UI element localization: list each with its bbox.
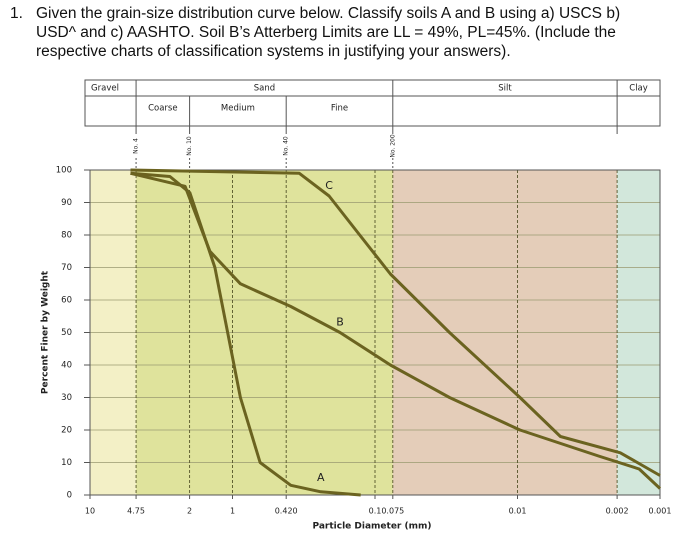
- x-tick-label: 1: [230, 507, 235, 516]
- y-tick-label: 0: [67, 491, 72, 501]
- zone-label: Silt: [498, 84, 512, 94]
- sieve-label: No. 40: [283, 136, 290, 156]
- y-tick-label: 10: [61, 458, 72, 468]
- question-line: respective charts of classification syst…: [36, 43, 511, 60]
- x-tick-label: 0.1: [369, 507, 382, 516]
- x-tick-label: 0.075: [381, 507, 404, 516]
- curve: [130, 171, 662, 490]
- question-line: USD^ and c) AASHTO. Soil B’s Atterberg L…: [36, 24, 616, 41]
- question: 1. Given the grain-size distribution cur…: [10, 4, 690, 61]
- sieve-label: No. 4: [133, 138, 140, 154]
- header-box: [84, 79, 661, 127]
- y-axis-label: Percent Finer by Weight: [41, 270, 51, 394]
- curve-label: B: [336, 316, 344, 329]
- y-tick-label: 90: [61, 198, 72, 208]
- x-tick-label: 0.420: [275, 507, 298, 516]
- sieve-label: No. 200: [389, 134, 396, 158]
- zone-label: Gravel: [91, 84, 119, 94]
- sand-part-label: Fine: [331, 104, 348, 114]
- y-tick-label: 30: [61, 393, 72, 403]
- x-tick-label: 0.01: [509, 507, 527, 516]
- sieve-label: No. 10: [186, 136, 193, 156]
- y-tick-label: 100: [56, 166, 72, 176]
- y-tick-label: 60: [61, 296, 72, 306]
- question-number: 1.: [10, 5, 23, 22]
- y-tick-label: 70: [61, 263, 72, 273]
- curve-label: A: [317, 471, 325, 484]
- x-tick-label: 2: [187, 507, 192, 516]
- y-tick-label: 80: [61, 231, 72, 241]
- x-axis-label: Particle Diameter (mm): [313, 522, 432, 532]
- sand-part-label: Medium: [221, 104, 255, 114]
- question-line: Given the grain-size distribution curve …: [36, 5, 621, 22]
- y-tick-label: 50: [61, 328, 72, 338]
- x-tick-label: 4.75: [127, 507, 145, 516]
- sand-part-label: Coarse: [148, 104, 178, 114]
- zone-label: Sand: [254, 84, 275, 94]
- x-tick-label: 0.001: [649, 507, 672, 516]
- y-tick-label: 20: [61, 426, 72, 436]
- curve-label: C: [325, 179, 333, 192]
- x-tick-label: 0.002: [606, 507, 629, 516]
- zone-label: Clay: [629, 84, 648, 94]
- x-tick-label: 10: [85, 507, 95, 516]
- curve: [130, 171, 361, 497]
- curve: [130, 168, 661, 477]
- y-tick-label: 40: [61, 361, 72, 371]
